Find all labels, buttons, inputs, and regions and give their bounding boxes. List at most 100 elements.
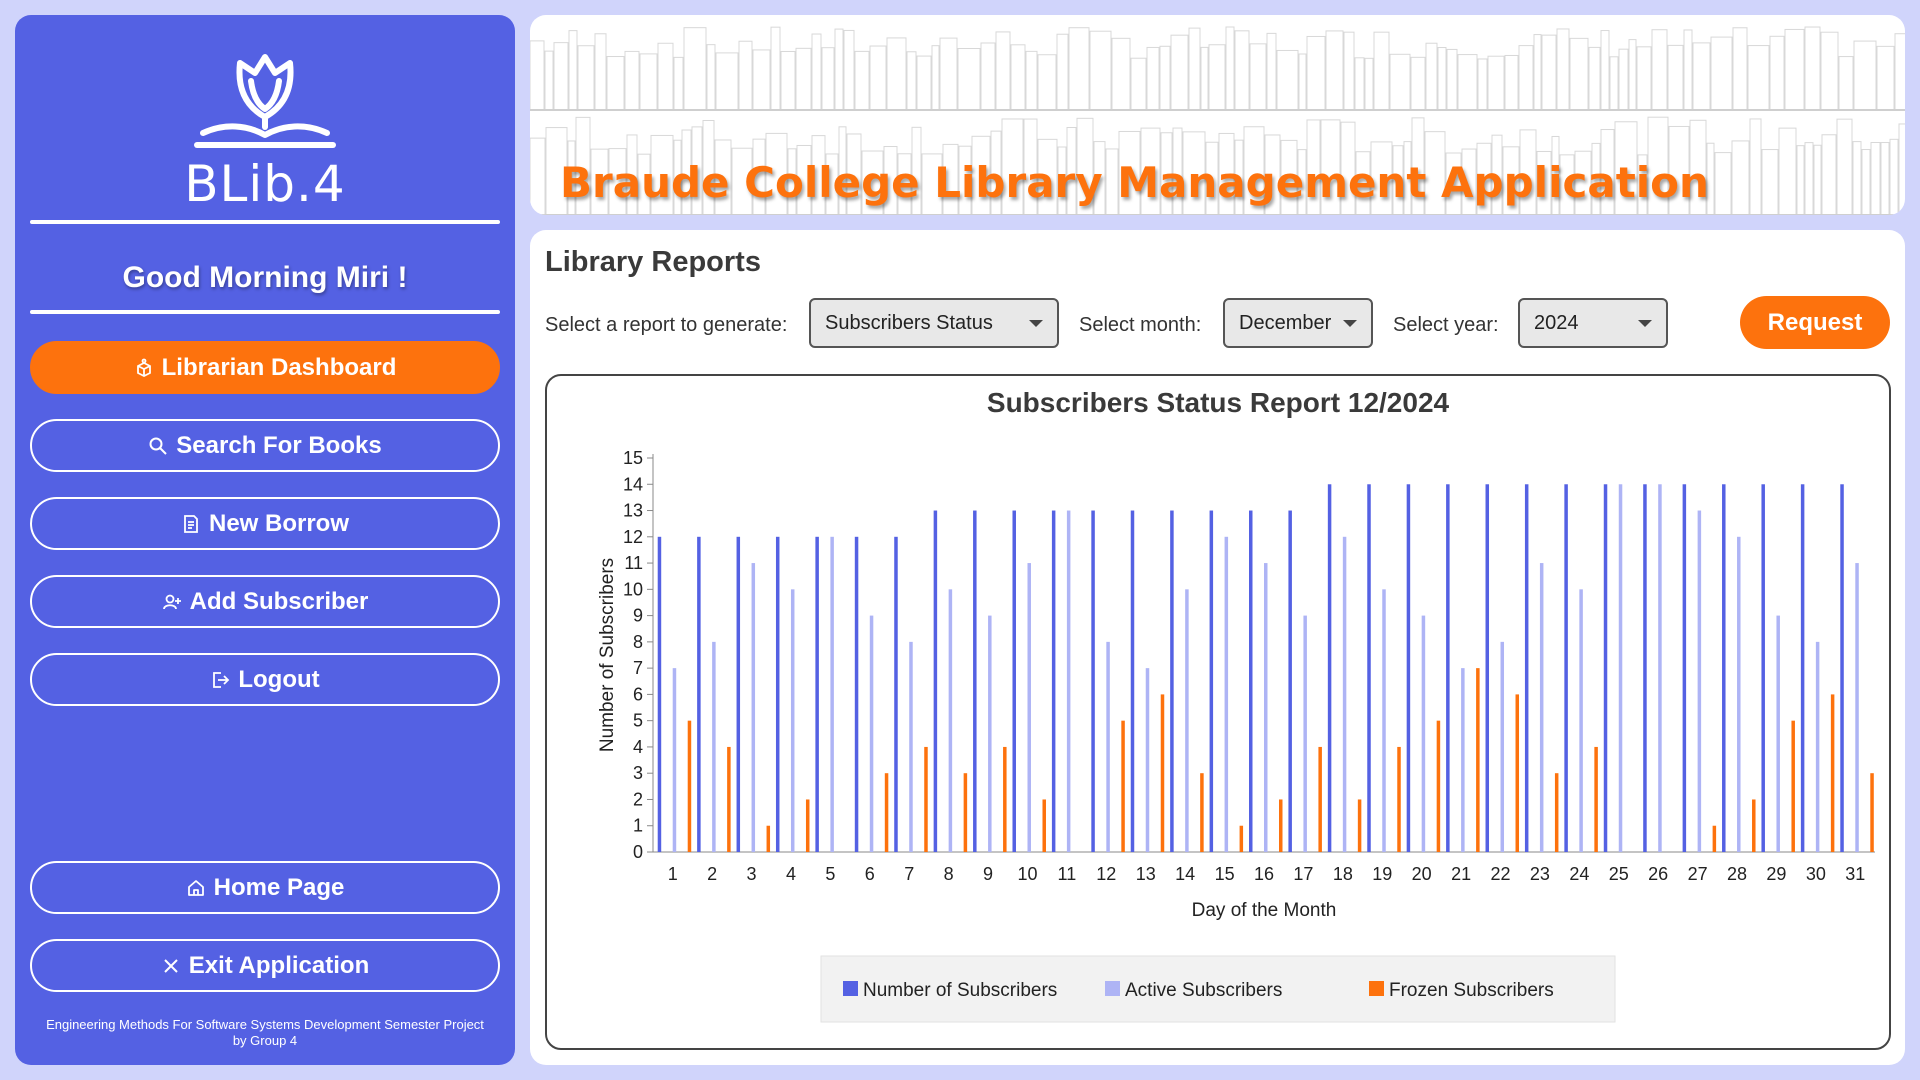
logout-button[interactable]: Logout [30, 653, 500, 706]
book-spine [1647, 116, 1669, 215]
legend-label: Active Subscribers [1125, 980, 1282, 1001]
bar-number-of-subscribers [1485, 484, 1490, 852]
y-tick-label: 0 [633, 842, 643, 862]
book-spine [1861, 149, 1871, 215]
book-spine [1804, 26, 1821, 111]
reports-panel: Library Reports Select a report to gener… [530, 230, 1905, 1065]
x-tick-label: 18 [1333, 864, 1353, 884]
book-spine [1172, 127, 1183, 215]
book-spine [1306, 119, 1321, 215]
book-spine [1170, 34, 1189, 111]
bar-number-of-subscribers [894, 536, 898, 852]
bar-number-of-subscribers [1603, 484, 1608, 852]
bar-number-of-subscribers [1091, 510, 1095, 852]
bar-frozen-subscribers [766, 825, 771, 852]
book-spine [1118, 130, 1141, 215]
y-tick-label: 10 [623, 579, 643, 599]
x-tick-label: 12 [1096, 864, 1116, 884]
bar-number-of-subscribers [1130, 510, 1135, 852]
bar-number-of-subscribers [1564, 484, 1568, 852]
bar-active-subscribers [1776, 615, 1780, 852]
home-page-button[interactable]: Home Page [30, 861, 500, 914]
librarian-dashboard-button[interactable]: Librarian Dashboard [30, 341, 500, 394]
bar-number-of-subscribers [697, 536, 701, 852]
new-borrow-button[interactable]: New Borrow [30, 497, 500, 550]
bar-number-of-subscribers [1643, 484, 1647, 852]
y-tick-label: 15 [623, 448, 643, 468]
y-tick-label: 6 [633, 684, 643, 704]
bar-active-subscribers [712, 641, 716, 852]
bar-frozen-subscribers [1830, 694, 1835, 852]
bar-active-subscribers [1303, 615, 1307, 852]
book-spine [1628, 39, 1637, 111]
request-button[interactable]: Request [1740, 296, 1890, 349]
bar-number-of-subscribers [1367, 484, 1371, 852]
bar-number-of-subscribers [815, 536, 819, 852]
book-spine [738, 40, 753, 111]
book-spine [1234, 30, 1250, 111]
book-spine [942, 143, 959, 215]
report-type-select[interactable]: Subscribers Status [809, 298, 1059, 348]
bar-active-subscribers [1539, 563, 1544, 852]
book-spine [795, 47, 812, 111]
book-spine [1731, 140, 1750, 215]
legend-swatch [843, 981, 858, 996]
bar-active-subscribers [1579, 589, 1583, 852]
book-spine [1491, 134, 1503, 215]
exit-application-button[interactable]: Exit Application [30, 939, 500, 992]
year-select[interactable]: 2024 [1518, 298, 1668, 348]
x-tick-label: 10 [1017, 864, 1037, 884]
bar-active-subscribers [751, 563, 756, 852]
book-spine [1425, 42, 1438, 111]
app-logo: BLib.4 [15, 45, 515, 215]
book-spine [1551, 135, 1560, 215]
book-spine [1618, 48, 1629, 111]
book-spine [1023, 118, 1038, 215]
add-subscriber-button[interactable]: Add Subscriber [30, 575, 500, 628]
bar-number-of-subscribers [1761, 484, 1765, 852]
search-for-books-button[interactable]: Search For Books [30, 419, 500, 472]
book-spine [811, 135, 826, 215]
bar-active-subscribers [1106, 641, 1110, 852]
book-spine [1706, 142, 1715, 215]
bar-frozen-subscribers [1200, 773, 1204, 852]
bar-frozen-subscribers [1554, 773, 1559, 852]
document-icon [184, 514, 198, 533]
bar-number-of-subscribers [1446, 484, 1450, 852]
chevron-down-icon [1343, 320, 1357, 327]
month-select[interactable]: December [1223, 298, 1373, 348]
bar-frozen-subscribers [963, 773, 968, 852]
book-spine [1636, 46, 1652, 111]
book-spine [770, 26, 781, 111]
chart-title: Subscribers Status Report 12/2024 [987, 387, 1450, 418]
book-spine [1898, 123, 1905, 215]
x-tick-label: 17 [1293, 864, 1313, 884]
book-spine [1804, 142, 1814, 215]
book-spine [1769, 35, 1785, 111]
book-spine [1159, 45, 1171, 111]
bar-frozen-subscribers [1318, 746, 1322, 852]
legend-label: Frozen Subscribers [1389, 980, 1554, 1001]
book-spine [1600, 129, 1615, 215]
book-spine [787, 148, 797, 215]
book-spine [1784, 28, 1805, 111]
chart-legend: Number of Subscribers Active Subscribers F… [820, 955, 1616, 1023]
bar-active-subscribers [1461, 668, 1465, 852]
bar-active-subscribers [1066, 510, 1071, 852]
report-select-label: Select a report to generate: [545, 314, 788, 336]
header-banner: Braude College Library Management Applic… [530, 15, 1905, 215]
bar-frozen-subscribers [1791, 720, 1795, 852]
book-spine [990, 130, 1002, 215]
bar-frozen-subscribers [1476, 668, 1480, 852]
book-spine [1076, 117, 1094, 215]
y-tick-label: 11 [624, 553, 643, 573]
book-tulip-logo-icon [194, 54, 336, 148]
home-label: Home Page [213, 873, 345, 901]
book-spine [1364, 57, 1374, 111]
book-spine [1796, 145, 1805, 215]
book-spine [639, 53, 658, 111]
book-spine [577, 45, 595, 111]
book-spine [1477, 58, 1488, 111]
bar-active-subscribers [1815, 641, 1820, 852]
book-spine [683, 27, 707, 111]
